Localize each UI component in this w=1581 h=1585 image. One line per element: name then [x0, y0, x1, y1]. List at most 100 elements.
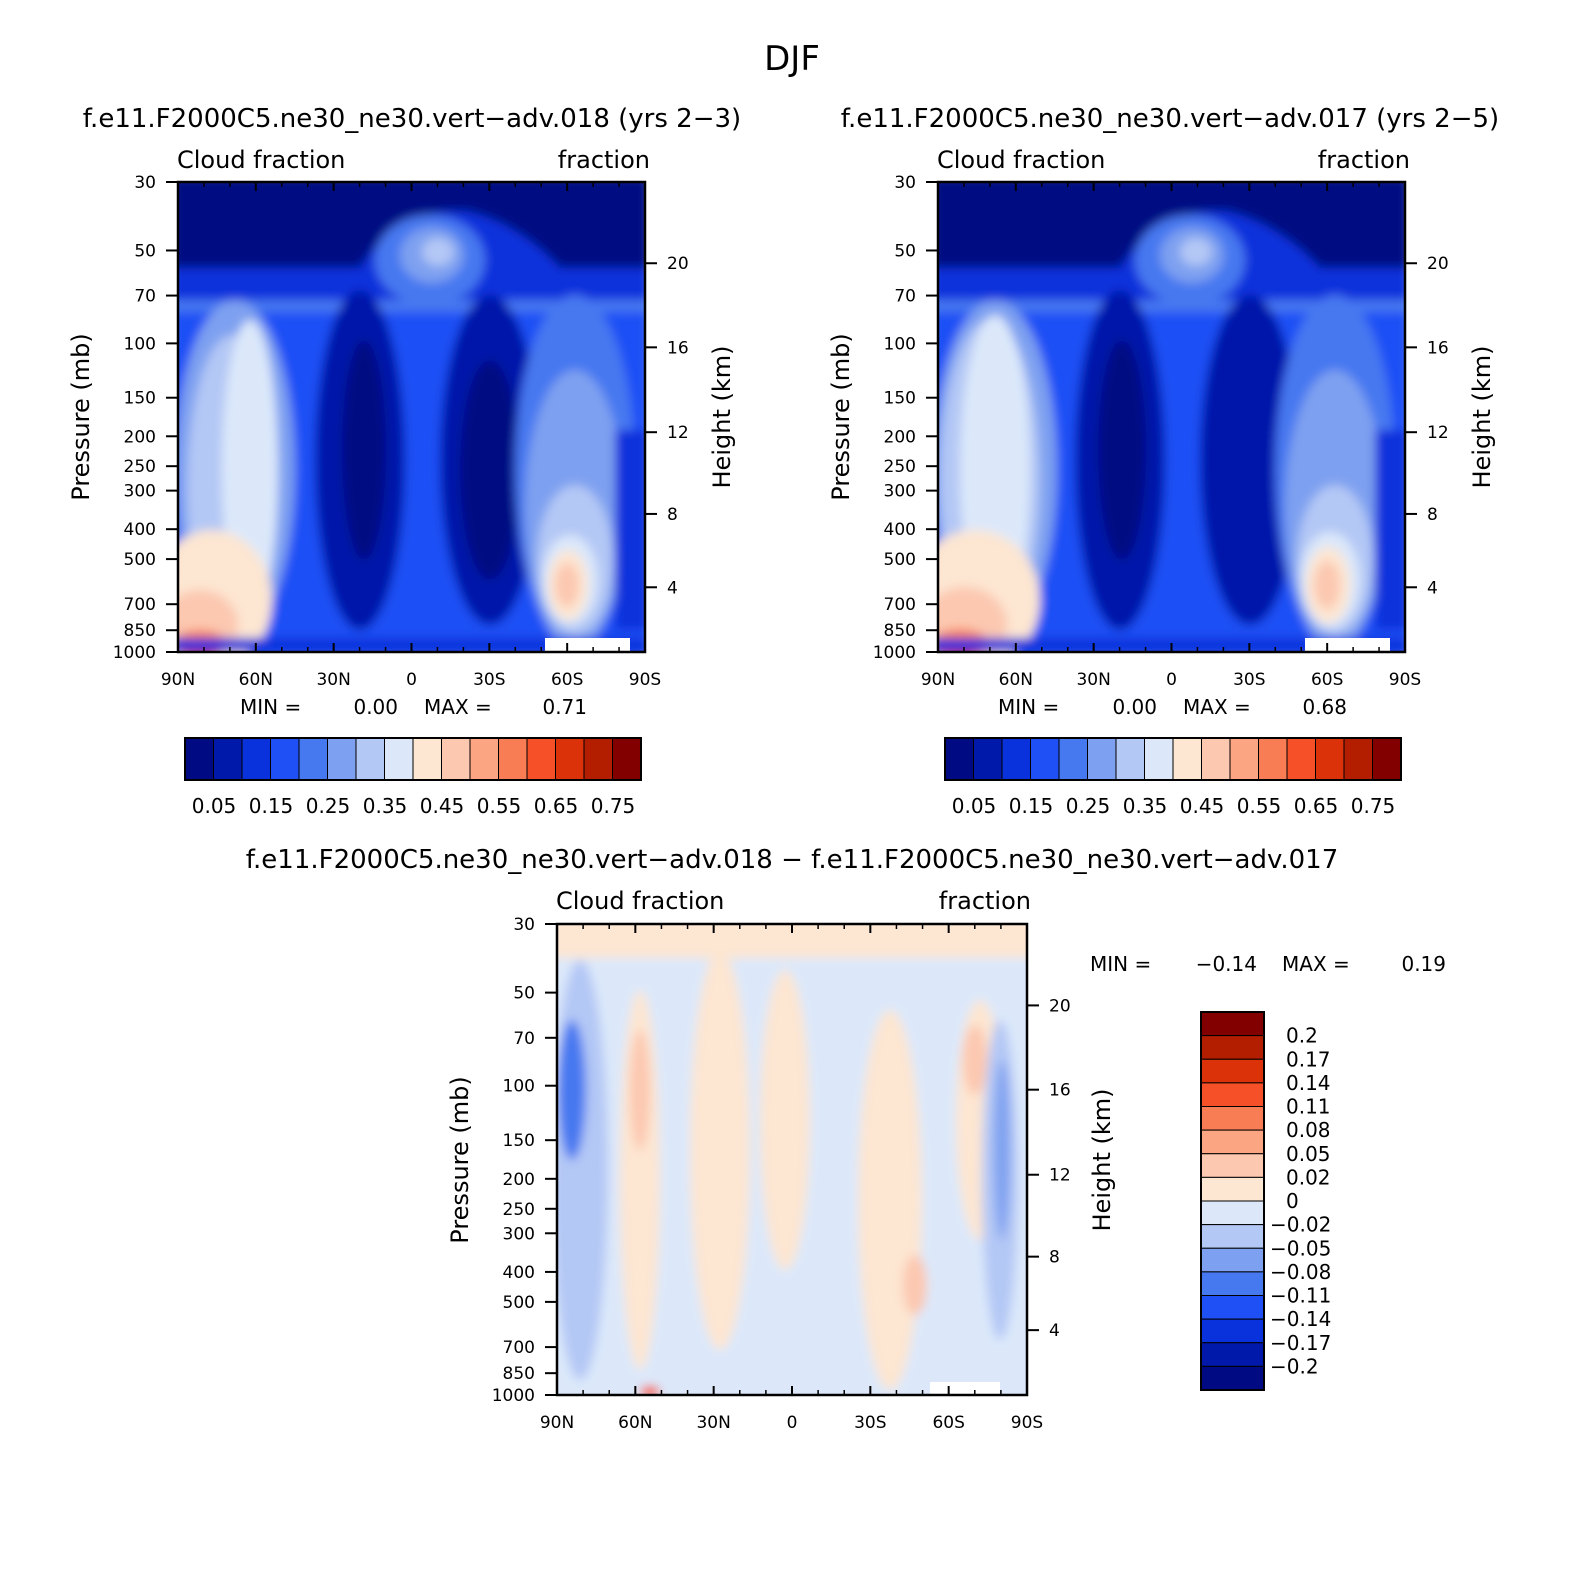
panel-2-ytick-right-label: 16: [1427, 338, 1449, 358]
panel-2-xtick-label: 0: [1166, 670, 1177, 690]
panel-1-colorbar-swatch: [555, 737, 585, 781]
panel-3-colorbar-swatch: [1200, 1295, 1265, 1320]
panel-1-ytick-label: 850: [124, 621, 156, 641]
panel-2-right-label: fraction: [1318, 146, 1410, 174]
panel-3-ytick-label: 700: [503, 1338, 535, 1358]
panel-1-ytick-label: 500: [124, 550, 156, 570]
panel-1-ytick-label: 300: [124, 482, 156, 502]
panel-1-colorbar-swatch: [241, 737, 271, 781]
panel-2-ytick-right-label: 4: [1427, 578, 1438, 598]
panel-3-ytick-right-label: 12: [1049, 1166, 1071, 1186]
panel-2-min-value: 0.00: [1112, 695, 1157, 719]
panel-2-ytick-label: 200: [884, 427, 916, 447]
panel-3-ytick-label: 30: [513, 915, 535, 935]
panel-2-colorbar-swatch: [1144, 737, 1174, 781]
panel-3-left-label: Cloud fraction: [556, 887, 724, 915]
panel-3-ytick-label: 1000: [492, 1386, 535, 1406]
panel-2-ytick-label: 30: [894, 173, 916, 193]
panel-3-colorbar-label: 0.02: [1286, 1165, 1331, 1189]
panel-3-colorbar-swatch: [1200, 1271, 1265, 1296]
panel-3-max-label: MAX =: [1282, 952, 1350, 976]
panel-1-ytick-label: 50: [134, 241, 156, 261]
panel-3-xtick-label: 0: [787, 1413, 798, 1433]
panel-1-colorbar-label: 0.15: [249, 794, 294, 818]
panel-3-colorbar-label: 0.05: [1286, 1142, 1331, 1166]
panel-1-ytick-label: 250: [124, 457, 156, 477]
panel-2-colorbar-label: 0.65: [1294, 794, 1339, 818]
panel-1-colorbar-swatch: [384, 737, 414, 781]
panel-2-colorbar-swatch: [1201, 737, 1231, 781]
figure-title: DJF: [764, 39, 820, 79]
panel-3-ytick-label: 400: [503, 1263, 535, 1283]
panel-3-ytick-label: 250: [503, 1200, 535, 1220]
panel-3-min-label: MIN =: [1090, 952, 1151, 976]
panel-2-colorbar-swatch: [1372, 737, 1402, 781]
panel-3-xtick-label: 30N: [696, 1413, 730, 1433]
panel-1-left-label: Cloud fraction: [177, 146, 345, 174]
panel-1-colorbar-label: 0.65: [534, 794, 579, 818]
panel-1-colorbar-swatch: [270, 737, 300, 781]
panel-2-colorbar-label: 0.35: [1123, 794, 1168, 818]
panel-3-ytick-label: 850: [503, 1364, 535, 1384]
panel-3-xtick-label: 60N: [618, 1413, 652, 1433]
panel-1-colorbar-label: 0.25: [306, 794, 351, 818]
panel-3-colorbar-label: −0.11: [1270, 1284, 1331, 1308]
panel-2-colorbar-swatch: [1001, 737, 1031, 781]
panel-1: f.e11.F2000C5.ne30_ne30.vert−adv.018 (yr…: [67, 104, 741, 719]
panel-1-ytick-label: 100: [124, 334, 156, 354]
panel-3-ytick-label: 100: [503, 1077, 535, 1097]
panel-1-ytick-right-label: 4: [667, 578, 678, 598]
panel-2-colorbar-swatch: [1229, 737, 1259, 781]
panel-1-colorbar-label: 0.05: [192, 794, 237, 818]
panel-3-colorbar-swatch: [1200, 1318, 1265, 1344]
panel-1-ytick-label: 70: [134, 287, 156, 307]
panel-3-colorbar-swatch: [1200, 1129, 1265, 1155]
panel-3-colorbar-swatch: [1200, 1200, 1265, 1226]
panel-1-colorbar-label: 0.35: [363, 794, 408, 818]
panel-3-colorbar-swatch: [1200, 1035, 1265, 1060]
panel-1-ytick-label: 400: [124, 520, 156, 540]
panel-3-colorbar-swatch: [1200, 1082, 1265, 1107]
panel-1-min-value: 0.00: [353, 695, 398, 719]
panel-3-ylabel-right: Height (km): [1088, 1089, 1116, 1232]
panel-3-colorbar-swatch: [1200, 1011, 1265, 1037]
panel-1-colorbar-swatch: [412, 737, 442, 781]
panel-2-colorbar-label: 0.55: [1237, 794, 1282, 818]
panel-3-ytick-label: 70: [513, 1029, 535, 1049]
panel-3-colorbar-swatch: [1200, 1365, 1265, 1391]
panel-3-colorbar-label: −0.08: [1270, 1260, 1331, 1284]
panel-2-field: [938, 182, 1405, 652]
panel-1-max-value: 0.71: [542, 695, 587, 719]
panel-2-title: f.e11.F2000C5.ne30_ne30.vert−adv.017 (yr…: [841, 104, 1499, 134]
panel-1-min-label: MIN =: [240, 695, 301, 719]
panel-2-colorbar-swatch: [973, 737, 1003, 781]
panel-1-max-label: MAX =: [424, 695, 492, 719]
panel-1-xtick-label: 30S: [473, 670, 505, 690]
panel-2-colorbar-label: 0.05: [952, 794, 997, 818]
panel-3-colorbar-swatch: [1200, 1058, 1265, 1084]
panel-3-colorbar-label: 0: [1286, 1189, 1299, 1213]
panel-2-ytick-label: 1000: [873, 643, 916, 663]
panel-3-colorbar-swatch: [1200, 1153, 1265, 1178]
panel-2-ytick-right-label: 12: [1427, 423, 1449, 443]
panel-2-left-label: Cloud fraction: [937, 146, 1105, 174]
panel-3-ytick-label: 50: [513, 984, 535, 1004]
panel-1-xtick-label: 60N: [239, 670, 273, 690]
panel-2-max-label: MAX =: [1183, 695, 1251, 719]
panel-2-colorbar-label: 0.25: [1066, 794, 1111, 818]
panel-1-colorbar-label: 0.75: [591, 794, 636, 818]
panel-2-colorbar-swatch: [1258, 737, 1288, 781]
panel-3-ytick-right-label: 16: [1049, 1081, 1071, 1101]
panel-1-colorbar-frame: [184, 737, 642, 781]
panel-2-colorbar-frame: [944, 737, 1402, 781]
panel-3-colorbar-swatch: [1200, 1342, 1265, 1367]
panel-2-ytick-label: 700: [884, 595, 916, 615]
panel-1-colorbar-swatch: [355, 737, 385, 781]
panel-2-colorbar-label: 0.15: [1009, 794, 1054, 818]
panel-2-colorbar-swatch: [1315, 737, 1345, 781]
panel-3-min-value: −0.14: [1196, 952, 1257, 976]
panel-1-xtick-label: 30N: [316, 670, 350, 690]
panel-2-colorbar-swatch: [1087, 737, 1117, 781]
panel-3-title: f.e11.F2000C5.ne30_ne30.vert−adv.018 − f…: [246, 845, 1338, 875]
panel-1-colorbar-swatch: [441, 737, 471, 781]
